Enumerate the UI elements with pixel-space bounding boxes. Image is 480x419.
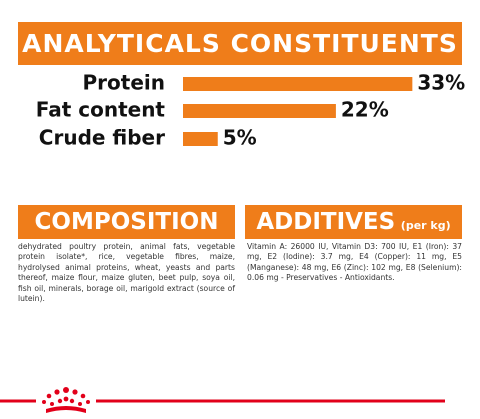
category-label: Protein [83,71,165,95]
title-text: ADDITIVES [256,209,396,235]
category-label: Crude fiber [39,126,165,150]
footer-logo [0,387,445,417]
bar [183,77,413,91]
category-label: Fat content [36,98,166,122]
title-unit: (per kg) [400,219,451,232]
section-title: ADDITIVES (per kg) [245,205,462,239]
value-label: 22% [341,98,389,122]
value-label: 5% [223,126,257,150]
bar [183,132,218,146]
crown [42,387,90,413]
section-title: COMPOSITION [18,205,235,239]
logo-bg [36,391,96,417]
bar [183,104,336,118]
chart: Protein 33% Fat content 22% Crude fiber 5% [36,71,466,150]
additives-text: Vitamin A: 26000 IU, Vitamin D3: 700 IU,… [247,242,462,283]
composition-text: dehydrated poultry protein, animal fats,… [18,242,235,304]
value-label: 33% [417,71,465,95]
section-title: ANALYTICALS CONSTITUENTS [18,22,462,65]
